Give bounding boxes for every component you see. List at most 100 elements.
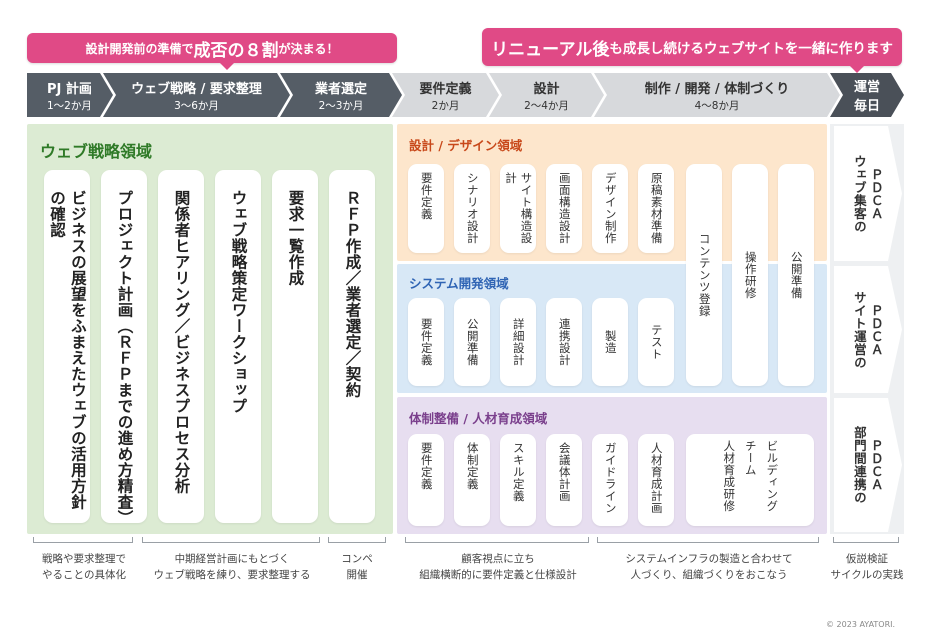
- copyright: © 2023 AYATORI.: [826, 620, 896, 629]
- system-card-test: テスト: [638, 298, 674, 386]
- ops-line1: ウェブ集客の: [851, 154, 867, 233]
- banner-preparation-pre: 設計開発前の準備で: [85, 41, 194, 56]
- org-card-meetings: 会議体計画: [546, 434, 582, 526]
- phase-name: 運営: [853, 80, 880, 95]
- note-line: 顧客視点に立ち: [461, 553, 535, 565]
- bracket: [328, 537, 386, 543]
- card-label: 製造: [603, 330, 618, 354]
- phase-name: ウェブ戦略 / 要求整理: [131, 81, 262, 97]
- card-label: コンテンツ登録: [697, 233, 712, 317]
- bracket: [833, 537, 899, 543]
- ops-line1: サイト運営の: [851, 290, 867, 369]
- design-card-scenario: シナリオ設計: [454, 164, 490, 253]
- org-region-title-wrap: 体制整備 / 人材育成領域: [409, 408, 547, 427]
- banner-preparation-post: が決まる！: [278, 41, 339, 56]
- system-card-release-prep: 公開準備: [454, 298, 490, 386]
- card-label: 連携設計: [557, 318, 572, 366]
- system-card-detail-design: 詳細設計: [500, 298, 536, 386]
- note-line: 戦略や要求整理で: [42, 553, 126, 565]
- note-line: ウェブ戦略を練り、要求整理する: [153, 568, 311, 581]
- phase-duration: 1〜2か月: [47, 99, 92, 112]
- ops-line1: 部門間連携の: [851, 426, 867, 504]
- banner-renewal: リニューアル後 も成長し続けるウェブサイトを一緒に作ります: [482, 28, 902, 73]
- phase-vendor-selection: 業者選定 2〜3か月: [280, 73, 402, 117]
- card-label: 会議体計画: [557, 442, 572, 502]
- design-card-site-structure: サイト構造設計: [500, 164, 536, 253]
- phase-pj-plan: PJ 計画 1〜2か月: [27, 73, 113, 117]
- phase-name: 業者選定: [314, 81, 367, 97]
- note-line: 組織横断的に要件定義と仕様設計: [419, 568, 577, 581]
- phase-name: 制作 / 開発 / 体制づくり: [644, 81, 790, 97]
- card-label: 公開準備: [789, 251, 804, 299]
- org-region-title: 体制整備 / 人材育成領域: [409, 411, 548, 426]
- card-label: 要件定義: [419, 318, 434, 366]
- strategy-card-hearing: 関係者ヒアリング／ビジネスプロセス分析: [158, 170, 204, 523]
- card-label: ガイドライン: [603, 442, 618, 514]
- ops-pdca-marketing: ウェブ集客の ＰＤＣＡ: [834, 126, 902, 261]
- note-requirements: 顧客視点に立ち組織横断的に要件定義と仕様設計: [400, 552, 596, 584]
- org-card-skills: スキル定義: [500, 434, 536, 526]
- note-line: やることの具体化: [42, 568, 126, 581]
- system-region-title-wrap: システム開発領域: [409, 273, 509, 292]
- card-label: ウェブ戦略策定ワークショップ: [229, 190, 248, 414]
- phase-production: 制作 / 開発 / 体制づくり 4〜8か月: [594, 73, 840, 117]
- note-web-strategy: 中期経営計画にもとづくウェブ戦略を練り、要求整理する: [136, 552, 328, 584]
- ops-pdca-cross-department: 部門間連携の ＰＤＣＡ: [834, 398, 902, 532]
- design-card-screen-structure: 画面構造設計: [546, 164, 582, 253]
- phase-duration: 2か月: [431, 99, 460, 112]
- card-label: 操作研修: [743, 251, 758, 299]
- design-region-title: 設計 / デザイン領域: [409, 138, 523, 153]
- strategy-region-title: ウェブ戦略領域: [40, 142, 153, 161]
- org-card-requirements: 要件定義: [408, 434, 444, 526]
- strategy-card-workshop: ウェブ戦略策定ワークショップ: [215, 170, 261, 523]
- card-label: シナリオ設計: [465, 172, 480, 244]
- card-label: 体制定義: [465, 442, 480, 490]
- phase-design: 設計 2〜4か月: [489, 73, 604, 117]
- ops-line2: ＰＤＣＡ: [868, 439, 884, 491]
- note-line: 中期経営計画にもとづく: [174, 553, 290, 565]
- design-card-design-production: デザイン制作: [592, 164, 628, 253]
- system-card-integration-design: 連携設計: [546, 298, 582, 386]
- ops-line2: ＰＤＣＡ: [868, 303, 884, 356]
- card-label: ＲＦＰ作成／業者選定／契約: [343, 190, 362, 398]
- note-operation: 仮説検証 サイクルの実践: [826, 552, 908, 584]
- shared-card-content-entry: コンテンツ登録: [686, 164, 722, 386]
- ops-line2: ＰＤＣＡ: [868, 167, 884, 220]
- bracket: [597, 537, 819, 543]
- card-label: 詳細設計: [511, 318, 526, 366]
- org-card-structure: 体制定義: [454, 434, 490, 526]
- org-card-training-plan: 人材育成計画: [638, 434, 674, 526]
- banner-preparation-emphasis: 成否の８割: [193, 40, 279, 61]
- design-region-title-wrap: 設計 / デザイン領域: [409, 135, 522, 154]
- note-line: システムインフラの製造と合わせて: [625, 553, 793, 565]
- note-line: 仮説検証: [846, 553, 888, 565]
- phase-duration: 4〜8か月: [694, 99, 740, 112]
- banner-renewal-post: も成長し続けるウェブサイトを一緒に作ります: [609, 41, 893, 57]
- phase-name: 設計: [533, 81, 560, 97]
- card-label: プロジェクト計画（ＲＦＰまでの進め方精査）: [115, 190, 134, 526]
- card-label: 人材育成計画: [649, 442, 664, 514]
- note-line: 人づくり、組織づくりをおこなう: [630, 568, 788, 581]
- card-label: 公開準備: [465, 318, 480, 366]
- note-strategy: 戦略や要求整理で やることの具体化: [28, 552, 140, 584]
- org-card-training-team-building: 人材育成研修 チーム ビルディング: [686, 434, 814, 526]
- bracket: [405, 537, 589, 543]
- card-label-line: ビルディング: [765, 440, 780, 512]
- strategy-card-rfp: ＲＦＰ作成／業者選定／契約: [329, 170, 375, 523]
- note-production: システムインフラの製造と合わせて 人づくり、組織づくりをおこなう: [594, 552, 824, 584]
- strategy-card-vision: ビジネスの展望をふまえたウェブの活用方針の確認: [44, 170, 90, 523]
- card-label: 関係者ヒアリング／ビジネスプロセス分析: [172, 190, 191, 494]
- card-label: 要件定義: [419, 172, 434, 220]
- strategy-region-title-wrap: ウェブ戦略領域: [40, 138, 152, 162]
- note-line: コンペ: [341, 553, 373, 565]
- card-label: 要求一覧作成: [286, 190, 305, 286]
- card-label-line: チーム: [743, 440, 758, 476]
- phase-name: 要件定義: [419, 81, 472, 97]
- note-competition: コンペ 開催: [326, 552, 388, 584]
- phase-duration: 2〜3か月: [318, 99, 364, 112]
- note-line: 開催: [346, 568, 368, 581]
- phase-operation: 運営 毎日: [830, 73, 904, 117]
- org-card-guideline: ガイドライン: [592, 434, 628, 526]
- shared-card-release-prep: 公開準備: [778, 164, 814, 386]
- shared-card-operation-training: 操作研修: [732, 164, 768, 386]
